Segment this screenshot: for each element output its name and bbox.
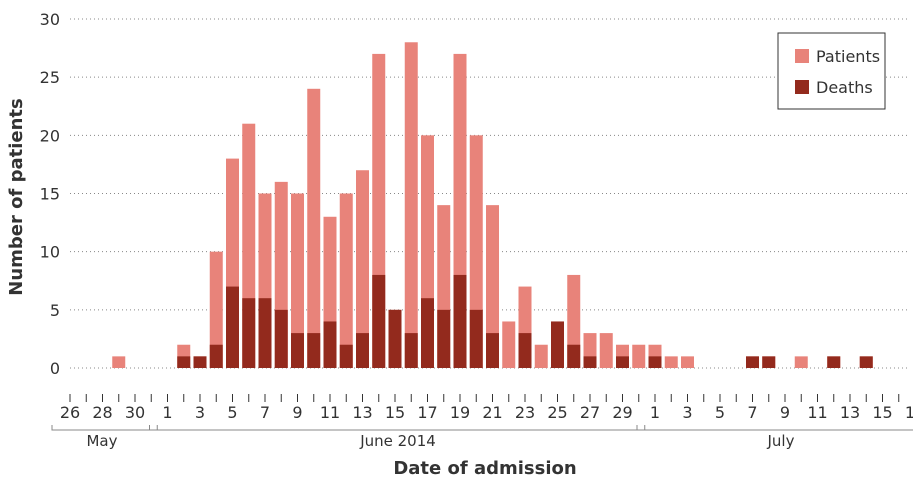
deaths-bar (356, 333, 369, 368)
month-label: June 2014 (359, 432, 436, 450)
x-tick-label: 11 (320, 403, 340, 422)
patients-bar (502, 321, 516, 368)
legend: Patients Deaths (777, 32, 886, 110)
x-tick-label: 27 (580, 403, 600, 422)
deaths-bar (258, 298, 272, 368)
x-tick-label: 3 (682, 403, 692, 422)
x-axis-title: Date of admission (393, 458, 576, 479)
deaths-bar (616, 356, 629, 368)
patients-bar (339, 193, 353, 368)
deaths-bar (762, 356, 776, 368)
x-tick-label: 21 (482, 403, 502, 422)
deaths-bar (486, 333, 499, 368)
deaths-bar (648, 356, 662, 368)
y-tick-label: 20 (40, 126, 60, 145)
y-tick-label: 10 (40, 243, 60, 262)
deaths-bar (827, 356, 841, 368)
y-axis: 0 5 10 15 20 25 30 (40, 10, 60, 378)
x-tick-label: 23 (515, 403, 535, 422)
x-tick-label: 9 (292, 403, 302, 422)
deaths-bar (323, 321, 337, 368)
deaths-bar (859, 356, 873, 368)
x-tick-label: 1 (162, 403, 172, 422)
patients-bar (291, 193, 304, 368)
x-tick-label: 1 (650, 403, 660, 422)
x-tick-label: 5 (227, 403, 237, 422)
x-tick-label: 13 (352, 403, 372, 422)
deaths-bar (372, 274, 386, 368)
legend-box (777, 32, 886, 110)
x-tick-label: 19 (450, 403, 470, 422)
deaths-bar (567, 344, 581, 368)
deaths-bar (242, 298, 256, 368)
month-bracket (636, 425, 913, 431)
deaths-bar (177, 356, 191, 368)
deaths-bar (469, 309, 483, 368)
deaths-bar (307, 333, 321, 368)
deaths-bar (421, 298, 434, 368)
deaths-bar (551, 321, 564, 368)
patients-bar (599, 333, 613, 368)
deaths-bar (404, 333, 418, 368)
x-tick-label: 28 (92, 403, 112, 422)
patients-bar (209, 251, 223, 368)
deaths-bar (226, 286, 239, 368)
deaths-bar (274, 309, 288, 368)
x-tick-label: 7 (747, 403, 757, 422)
x-tick-label: 17 (905, 403, 913, 422)
legend-swatch-deaths (795, 80, 809, 94)
y-axis-title: Number of patients (6, 98, 27, 295)
x-tick-label: 26 (60, 403, 80, 422)
x-tick-label: 3 (195, 403, 205, 422)
month-label: May (86, 432, 117, 450)
month-label: July (767, 432, 795, 450)
month-bracket (149, 425, 646, 431)
deaths-bar (518, 333, 532, 368)
y-tick-label: 0 (50, 359, 60, 378)
patients-bar (632, 344, 646, 368)
legend-label-deaths: Deaths (816, 78, 873, 97)
deaths-bar (209, 344, 223, 368)
legend-swatch-patients (795, 49, 809, 63)
x-tick-label: 11 (807, 403, 827, 422)
y-tick-label: 25 (40, 68, 60, 87)
patients-bar (356, 170, 369, 368)
y-tick-label: 5 (50, 301, 60, 320)
deaths-bar (388, 309, 402, 368)
x-tick-label: 25 (547, 403, 567, 422)
deaths-bar (291, 333, 304, 368)
patients-bar (664, 356, 678, 368)
x-axis: 26 28 30 1 3 5 7 9 11 13 15 17 19 21 23 25 27 29 1 3 5 7 9 11 13… (51, 394, 913, 450)
patients-bar (307, 88, 321, 369)
deaths-bar (583, 356, 597, 368)
patients-bar (794, 356, 808, 368)
x-tick-label: 5 (715, 403, 725, 422)
y-tick-label: 30 (40, 10, 60, 29)
x-tick-label: 30 (125, 403, 145, 422)
deaths-bar (437, 309, 451, 368)
x-tick-label: 15 (385, 403, 405, 422)
month-bracket (51, 425, 158, 431)
deaths-bar (453, 274, 467, 368)
x-tick-label: 13 (840, 403, 860, 422)
legend-label-patients: Patients (816, 47, 880, 66)
x-tick-label: 29 (612, 403, 632, 422)
deaths-bar (193, 356, 207, 368)
x-tick-label: 7 (260, 403, 270, 422)
deaths-bar (339, 344, 353, 368)
patients-bar (112, 356, 126, 368)
patients-bar (681, 356, 694, 368)
y-tick-label: 15 (40, 185, 60, 204)
x-tick-label: 17 (417, 403, 437, 422)
patients-bar (486, 205, 499, 368)
x-tick-label: 15 (872, 403, 892, 422)
deaths-series (177, 274, 873, 368)
patients-bar (404, 42, 418, 369)
x-tick-label: 9 (780, 403, 790, 422)
deaths-bar (746, 356, 759, 368)
patients-bar (534, 344, 548, 368)
